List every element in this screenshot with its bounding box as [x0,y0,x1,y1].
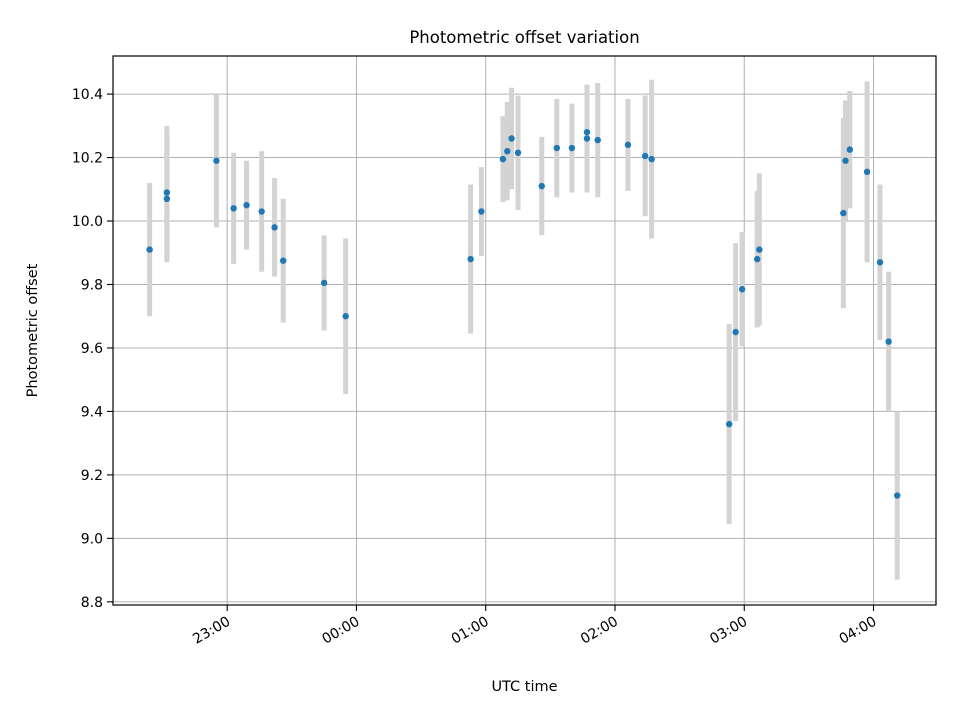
x-tick-label: 04:00 [837,614,880,648]
data-point [146,246,153,253]
data-point [499,155,507,163]
grid [113,56,936,605]
data-point [594,136,601,144]
data-point [753,255,761,263]
x-tick-label: 02:00 [578,614,621,648]
data-point [538,182,545,190]
data-point [885,338,892,345]
data-point [583,128,591,136]
data-point [568,144,576,152]
data-point [478,208,485,215]
data-point [320,279,328,287]
x-axis-label: UTC time [491,679,557,695]
data-point [894,492,901,499]
data-point [846,146,854,153]
y-tick-label: 9.0 [81,531,103,547]
y-tick-label: 10.4 [72,87,103,103]
data-point [467,255,474,263]
data-point [508,135,515,142]
data-point [732,328,739,336]
data-point [840,209,847,217]
data-point [876,259,884,266]
chart-title: Photometric offset variation [409,28,639,47]
data-point [648,155,655,163]
data-point [163,189,171,196]
data-point [553,144,561,152]
data-point [641,152,649,160]
y-tick-label: 8.8 [81,595,103,611]
y-tick-label: 10.0 [72,214,103,230]
data-point [163,195,171,203]
data-point [514,149,522,156]
data-point [230,205,237,212]
y-tick-label: 9.2 [81,468,103,484]
x-axis: 23:00 00:00 01:00 02:00 03:00 04:00 [190,605,880,648]
x-tick-label: 03:00 [707,614,750,648]
data-point [583,135,591,142]
y-tick-label: 9.8 [81,277,103,293]
data-point [504,148,511,155]
data-point [863,168,871,176]
x-tick-label: 00:00 [320,614,363,648]
y-tick-label: 9.4 [81,404,103,420]
data-point [342,313,349,320]
data-point [213,157,220,164]
y-axis-label: Photometric offset [25,263,41,397]
data-point [280,257,287,264]
data-points [146,128,901,499]
data-point [725,420,733,428]
data-point [738,286,746,293]
data-point [258,208,265,215]
x-tick-label: 01:00 [449,614,492,648]
x-tick-label: 23:00 [190,614,233,648]
error-bars [147,79,900,580]
data-point [243,201,250,209]
data-point [271,224,278,231]
data-point [756,246,763,253]
y-tick-label: 9.6 [81,341,103,357]
data-point [842,157,849,164]
y-tick-label: 10.2 [72,151,103,167]
plot-frame [112,55,937,606]
y-axis: 8.8 9.0 9.2 9.4 9.6 9.8 10.0 10.2 10.4 [72,87,113,611]
data-point [624,141,632,149]
